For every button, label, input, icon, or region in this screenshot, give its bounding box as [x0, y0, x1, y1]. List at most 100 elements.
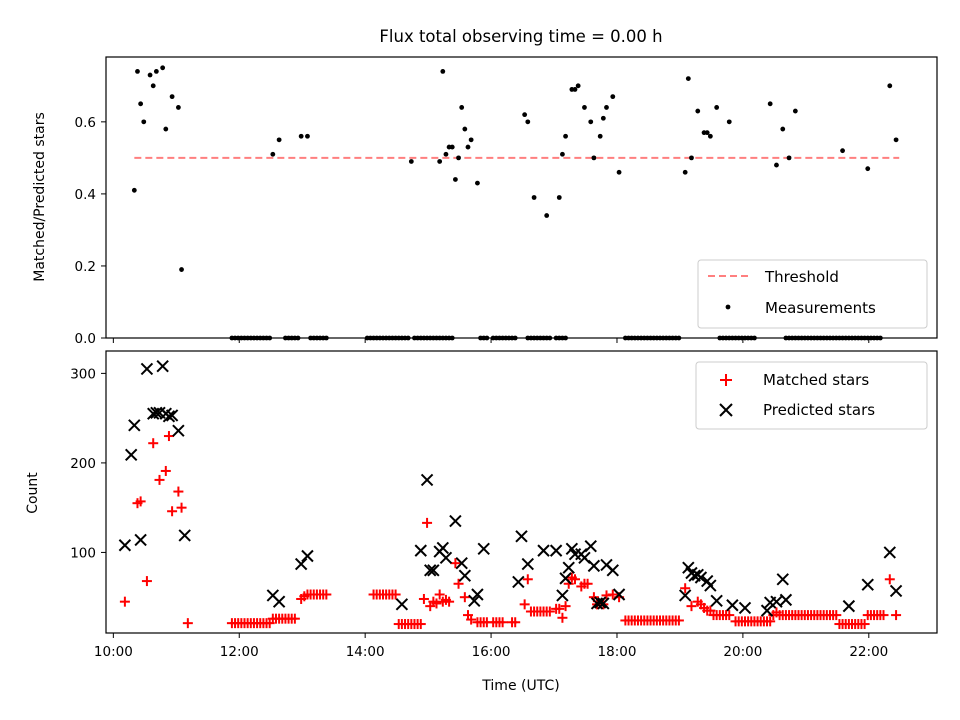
- bottom-x-tick-label: 18:00: [598, 644, 637, 660]
- predicted-star-point: [477, 542, 490, 556]
- measurement-point: [544, 213, 550, 218]
- matched-star-point: [167, 506, 178, 517]
- predicted-star-b: [294, 557, 308, 571]
- predicted-star-point: [710, 594, 723, 607]
- predicted-star-b: [266, 589, 280, 602]
- matched-star-point: [680, 583, 691, 594]
- measurement-point: [456, 155, 461, 161]
- top-y-tick-label: 0.0: [75, 331, 96, 347]
- measurement-point: [767, 101, 773, 107]
- measurement-point: [408, 159, 414, 164]
- predicted-star-b: [704, 579, 717, 592]
- predicted-star-b: [861, 578, 874, 591]
- predicted-star-b: [301, 549, 314, 563]
- predicted-star-point: [559, 572, 572, 585]
- predicted-star-point: [612, 588, 626, 601]
- predicted-star-point: [162, 410, 176, 423]
- measurement-point: [475, 180, 480, 186]
- matched-star-point: [570, 574, 581, 585]
- predicted-star-point: [515, 530, 528, 543]
- predicted-star-b: [682, 561, 695, 574]
- measurement-point: [452, 177, 458, 182]
- predicted-star-b: [512, 575, 525, 589]
- predicted-star-point: [861, 578, 874, 591]
- measurement-point: [522, 112, 528, 118]
- predicted-star-b: [565, 542, 579, 556]
- measurement-point: [588, 119, 594, 125]
- measurement-point: [175, 105, 181, 110]
- x-axis-label: Time (UTC): [481, 678, 559, 694]
- bottom-y-tick-label: 300: [70, 366, 96, 382]
- matched-star-point: [453, 578, 464, 589]
- bottom-y-axis-label: Count: [25, 472, 41, 514]
- measurement-point: [135, 69, 140, 74]
- predicted-star-b: [124, 448, 138, 462]
- matched-star-point: [148, 438, 159, 449]
- predicted-star-b: [272, 595, 286, 608]
- matched-star-point: [450, 558, 461, 569]
- matched-star-point: [582, 578, 593, 589]
- measurement-point: [840, 148, 845, 154]
- predicted-star-b: [156, 360, 169, 373]
- predicted-star-b: [134, 533, 147, 547]
- predicted-star-b: [600, 558, 613, 572]
- predicted-star-b: [458, 569, 472, 582]
- measurement-point: [179, 267, 184, 272]
- predicted-star-b: [165, 409, 179, 422]
- predicted-star-point: [128, 419, 141, 432]
- predicted-star-point: [449, 514, 462, 528]
- matched-star-point: [418, 593, 429, 604]
- measurement-point: [437, 159, 443, 164]
- predicted-star-point: [468, 594, 481, 607]
- measurement-point: [462, 126, 468, 132]
- predicted-star-point: [593, 596, 607, 609]
- matched-star-point: [459, 592, 470, 603]
- bottom-y-tick-label: 200: [70, 456, 96, 472]
- matched-star-point: [891, 610, 902, 621]
- measurement-point: [150, 83, 156, 89]
- bottom-plot-area: [118, 360, 903, 630]
- matched-star-point: [141, 576, 152, 587]
- measurement-point: [305, 133, 310, 139]
- measurement-point: [563, 133, 568, 139]
- predicted-star-b: [471, 588, 484, 601]
- matched-star-point: [519, 599, 530, 610]
- predicted-star-point: [776, 573, 789, 586]
- top-y-axis-label: Matched/Predicted stars: [32, 112, 48, 282]
- measurement-point: [682, 169, 688, 175]
- matched-star-point: [466, 614, 477, 625]
- matched-star-point: [859, 619, 870, 630]
- predicted-star-b: [776, 573, 789, 586]
- measurement-point: [591, 155, 597, 161]
- measurement-point: [780, 126, 786, 132]
- matched-star-point: [434, 589, 445, 600]
- predicted-star-b: [521, 557, 535, 571]
- matched-star-point: [431, 598, 442, 609]
- measurement-point: [865, 166, 871, 172]
- matched-star-point: [119, 596, 130, 607]
- predicted-star-point: [427, 564, 440, 577]
- predicted-star-b: [584, 539, 597, 553]
- matched-star-point: [765, 616, 776, 627]
- measurement-point: [163, 126, 169, 132]
- predicted-star-point: [584, 539, 597, 553]
- predicted-star-b: [414, 544, 427, 557]
- predicted-star-point: [294, 557, 308, 571]
- measurement-point: [616, 169, 622, 175]
- predicted-star-point: [726, 599, 739, 612]
- predicted-star-point: [606, 564, 619, 577]
- top-plot-frame: [105, 56, 938, 339]
- predicted-star-point: [512, 575, 525, 589]
- predicted-star-point: [521, 557, 535, 571]
- measurement-point: [440, 69, 446, 74]
- predicted-star-point: [738, 601, 752, 615]
- predicted-star-point: [118, 539, 132, 552]
- bottom-y-axis: 100 200 300: [70, 366, 106, 561]
- top-x-axis-ticks: [112, 338, 870, 343]
- predicted-star-b: [562, 561, 575, 574]
- matched-star-point: [831, 610, 842, 621]
- measurement-point: [774, 162, 779, 168]
- measurement-point: [270, 151, 276, 157]
